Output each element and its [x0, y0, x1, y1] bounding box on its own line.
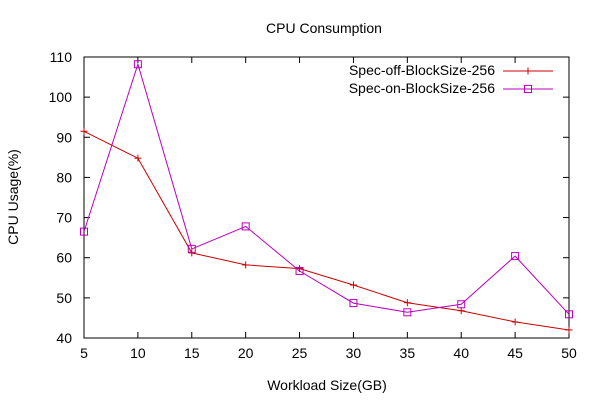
data-point-spec-on: [565, 310, 573, 319]
y-tick-label: 110: [50, 49, 73, 65]
x-tick-label: 10: [130, 345, 146, 361]
data-point-spec-on: [349, 299, 358, 308]
series-layer: [80, 60, 573, 334]
y-tick-label: 40: [56, 330, 72, 346]
legend-label-spec-on: Spec-on-BlockSize-256: [349, 80, 496, 96]
series-spec-off: [80, 127, 573, 334]
data-point-spec-on: [241, 222, 250, 231]
legend-marker-spec-off: [524, 67, 532, 75]
y-tick-label: 100: [49, 89, 73, 105]
chart-title: CPU Consumption: [266, 20, 382, 36]
x-tick-label: 30: [346, 345, 362, 361]
data-point-spec-off: [188, 249, 196, 257]
legend: Spec-off-BlockSize-256 Spec-on-BlockSize…: [349, 62, 553, 96]
data-point-spec-on: [457, 300, 466, 309]
series-spec-on: [80, 60, 573, 319]
series-line-spec-off: [83, 130, 570, 331]
x-axis-tick-labels: 5 10 15 20 25 30 35 40 45 50: [80, 345, 577, 361]
x-tick-label: 40: [453, 345, 469, 361]
y-tick-label: 70: [56, 210, 72, 226]
data-point-spec-on: [80, 227, 88, 236]
data-point-spec-off: [403, 299, 411, 307]
data-point-spec-on: [133, 60, 142, 69]
y-tick-label: 50: [56, 290, 72, 306]
y-tick-label: 80: [56, 169, 72, 185]
y-axis-label: CPU Usage(%): [5, 149, 21, 245]
data-point-spec-off: [349, 281, 357, 289]
data-point-spec-off: [80, 127, 88, 135]
plot-frame: [83, 56, 570, 339]
legend-label-spec-off: Spec-off-BlockSize-256: [349, 62, 495, 78]
data-point-spec-off: [565, 326, 573, 334]
x-axis-label: Workload Size(GB): [267, 377, 387, 393]
x-tick-label: 50: [561, 345, 577, 361]
x-tick-label: 25: [292, 345, 308, 361]
x-tick-label: 5: [80, 345, 88, 361]
data-point-spec-on: [511, 252, 520, 261]
x-tick-label: 15: [184, 345, 200, 361]
y-tick-label: 90: [56, 129, 72, 145]
x-tick-label: 35: [400, 345, 416, 361]
data-point-spec-off: [134, 154, 142, 162]
data-point-spec-off: [242, 261, 250, 269]
data-point-spec-on: [187, 244, 196, 253]
series-line-spec-on: [83, 62, 570, 315]
data-point-spec-on: [295, 266, 304, 275]
data-point-spec-off: [457, 307, 465, 315]
data-point-spec-on: [403, 308, 412, 317]
y-axis-tick-labels: 40 50 60 70 80 90 100 110: [49, 49, 73, 346]
y-tick-label: 60: [56, 250, 72, 266]
x-tick-label: 45: [507, 345, 523, 361]
x-tick-label: 20: [238, 345, 254, 361]
legend-marker-spec-on: [524, 85, 532, 93]
data-point-spec-off: [511, 318, 519, 326]
